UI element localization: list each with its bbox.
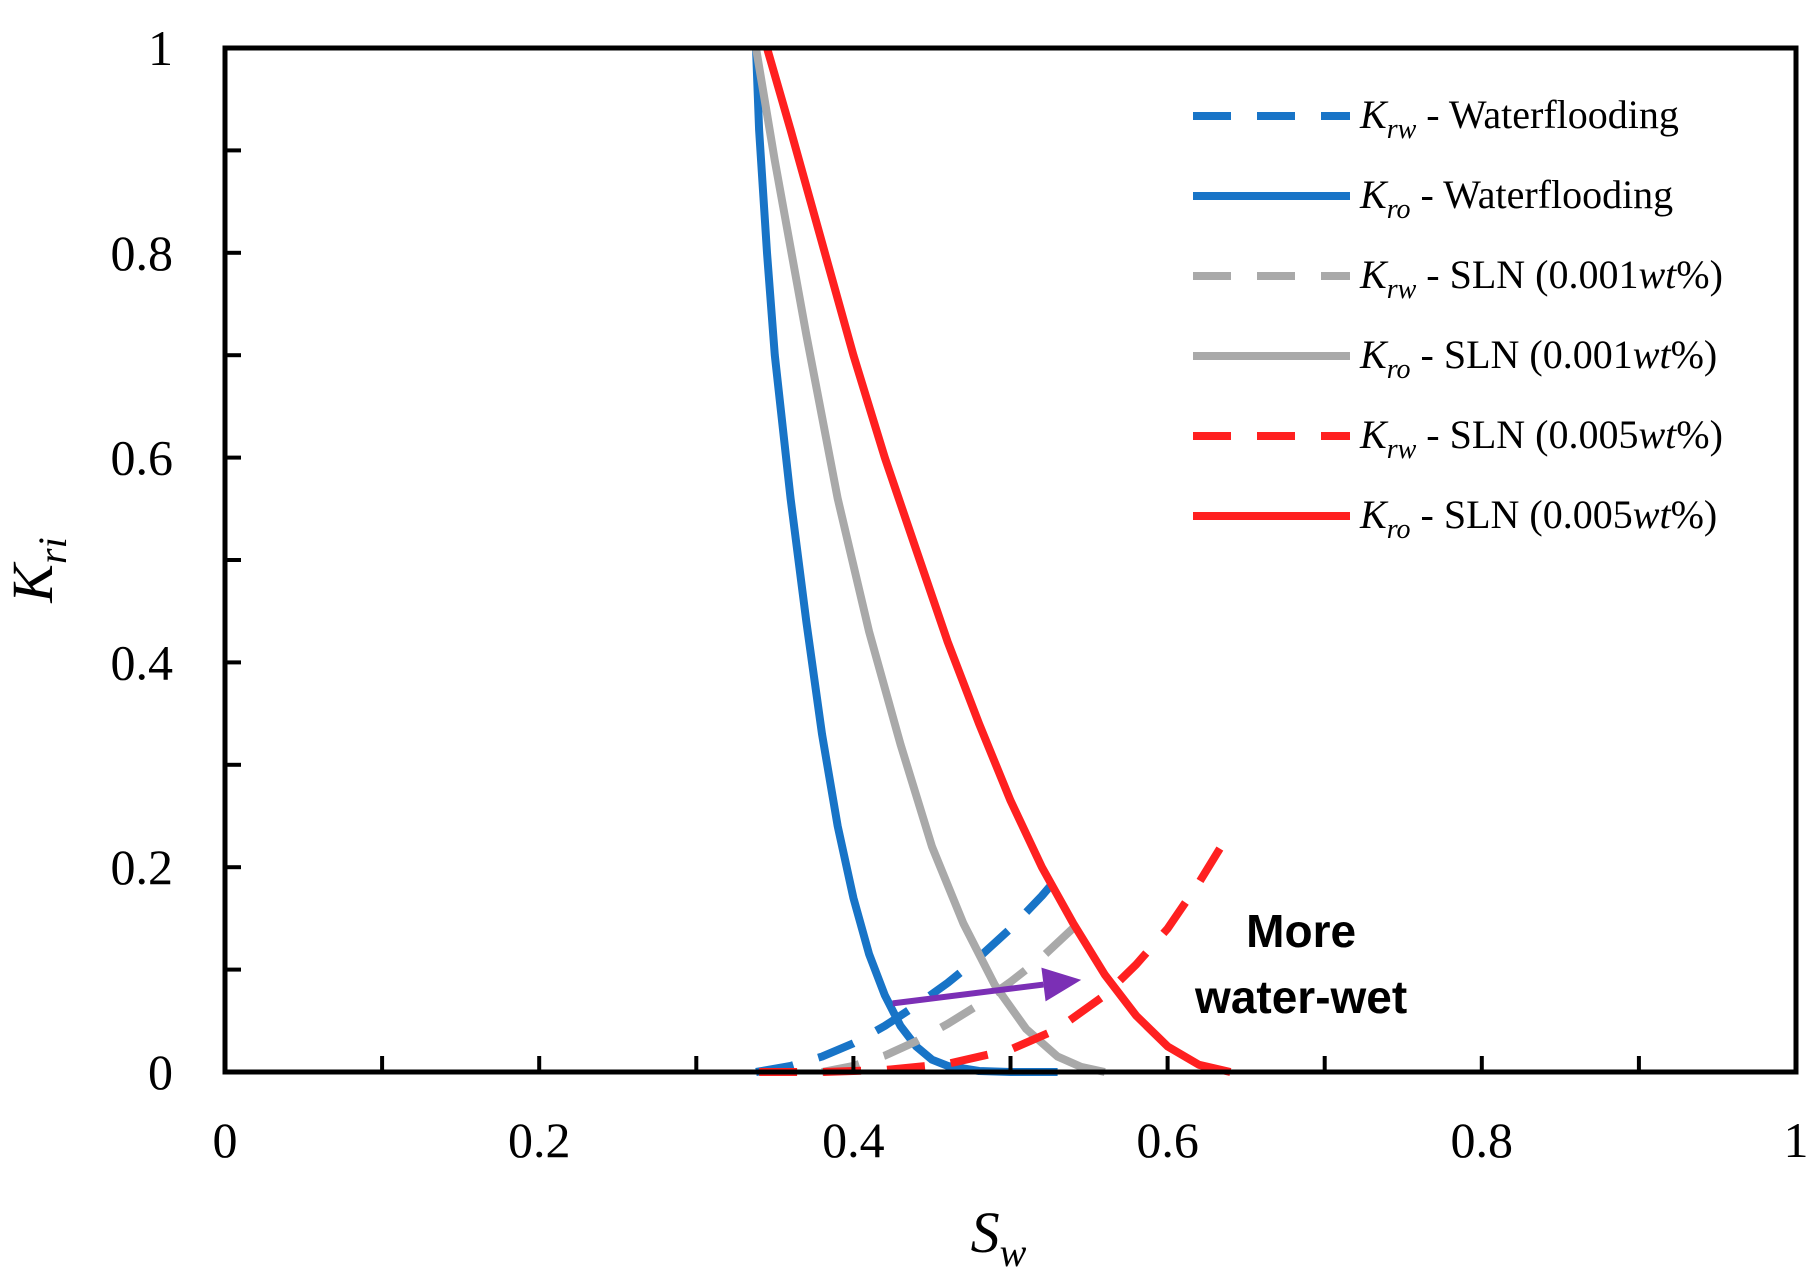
- x-tick-label: 1: [1784, 1112, 1809, 1168]
- annotation-group: More water-wet: [892, 905, 1407, 1023]
- annotation-text-line: More: [1246, 905, 1356, 957]
- legend-label-1: Kro - Waterflooding: [1359, 172, 1673, 225]
- legend-label-5: Kro - SLN (0.005wt%): [1359, 492, 1717, 545]
- y-tick-label: 0.8: [111, 225, 174, 281]
- series-line-2: [821, 910, 1092, 1076]
- y-tick-label: 0.6: [111, 430, 174, 486]
- series-line-5: [763, 46, 1232, 1076]
- x-axis-label-main: S: [971, 1200, 1000, 1265]
- annotation-arrow-shaft: [892, 981, 1044, 1007]
- legend-label-4: Krw - SLN (0.005wt%): [1359, 412, 1723, 465]
- legend-label-0: Krw - Waterflooding: [1359, 92, 1679, 145]
- x-tick-label: 0.8: [1451, 1112, 1514, 1168]
- legend-label-2: Krw - SLN (0.001wt%): [1359, 252, 1723, 305]
- y-tick-label: 0.4: [111, 634, 174, 690]
- y-tick-label: 0.2: [111, 839, 174, 895]
- series-line-4: [759, 829, 1234, 1076]
- series-line-3: [752, 47, 1106, 1076]
- annotation-arrow-head: [1041, 967, 1082, 1002]
- legend: Krw - Waterflooding Kro - Waterflooding Kr…: [1193, 92, 1723, 545]
- y-tick-label: 1: [148, 20, 173, 76]
- x-axis-label: Sw: [971, 1200, 1027, 1275]
- y-tick-label: 0: [148, 1044, 173, 1100]
- x-tick-label: 0.6: [1136, 1112, 1199, 1168]
- tick-labels: 0 0.2 0.4 0.6 0.8 1 0 0.2 0.4 0.6 0.8 1: [111, 20, 1809, 1168]
- x-tick-label: 0.4: [822, 1112, 885, 1168]
- legend-label-3: Kro - SLN (0.001wt%): [1359, 332, 1717, 385]
- y-axis-label-sub: ri: [30, 537, 75, 564]
- x-tick-label: 0.2: [508, 1112, 571, 1168]
- annotation-text-line: water-wet: [1194, 971, 1407, 1023]
- x-axis-label-sub: w: [1000, 1230, 1027, 1275]
- series-line-1: [752, 47, 1058, 1076]
- y-axis-label-main: K: [0, 561, 65, 604]
- series-group: [752, 46, 1234, 1076]
- y-axis-label: Kri: [0, 537, 75, 603]
- x-tick-label: 0: [213, 1112, 238, 1168]
- axis-ticks: [225, 148, 1641, 1072]
